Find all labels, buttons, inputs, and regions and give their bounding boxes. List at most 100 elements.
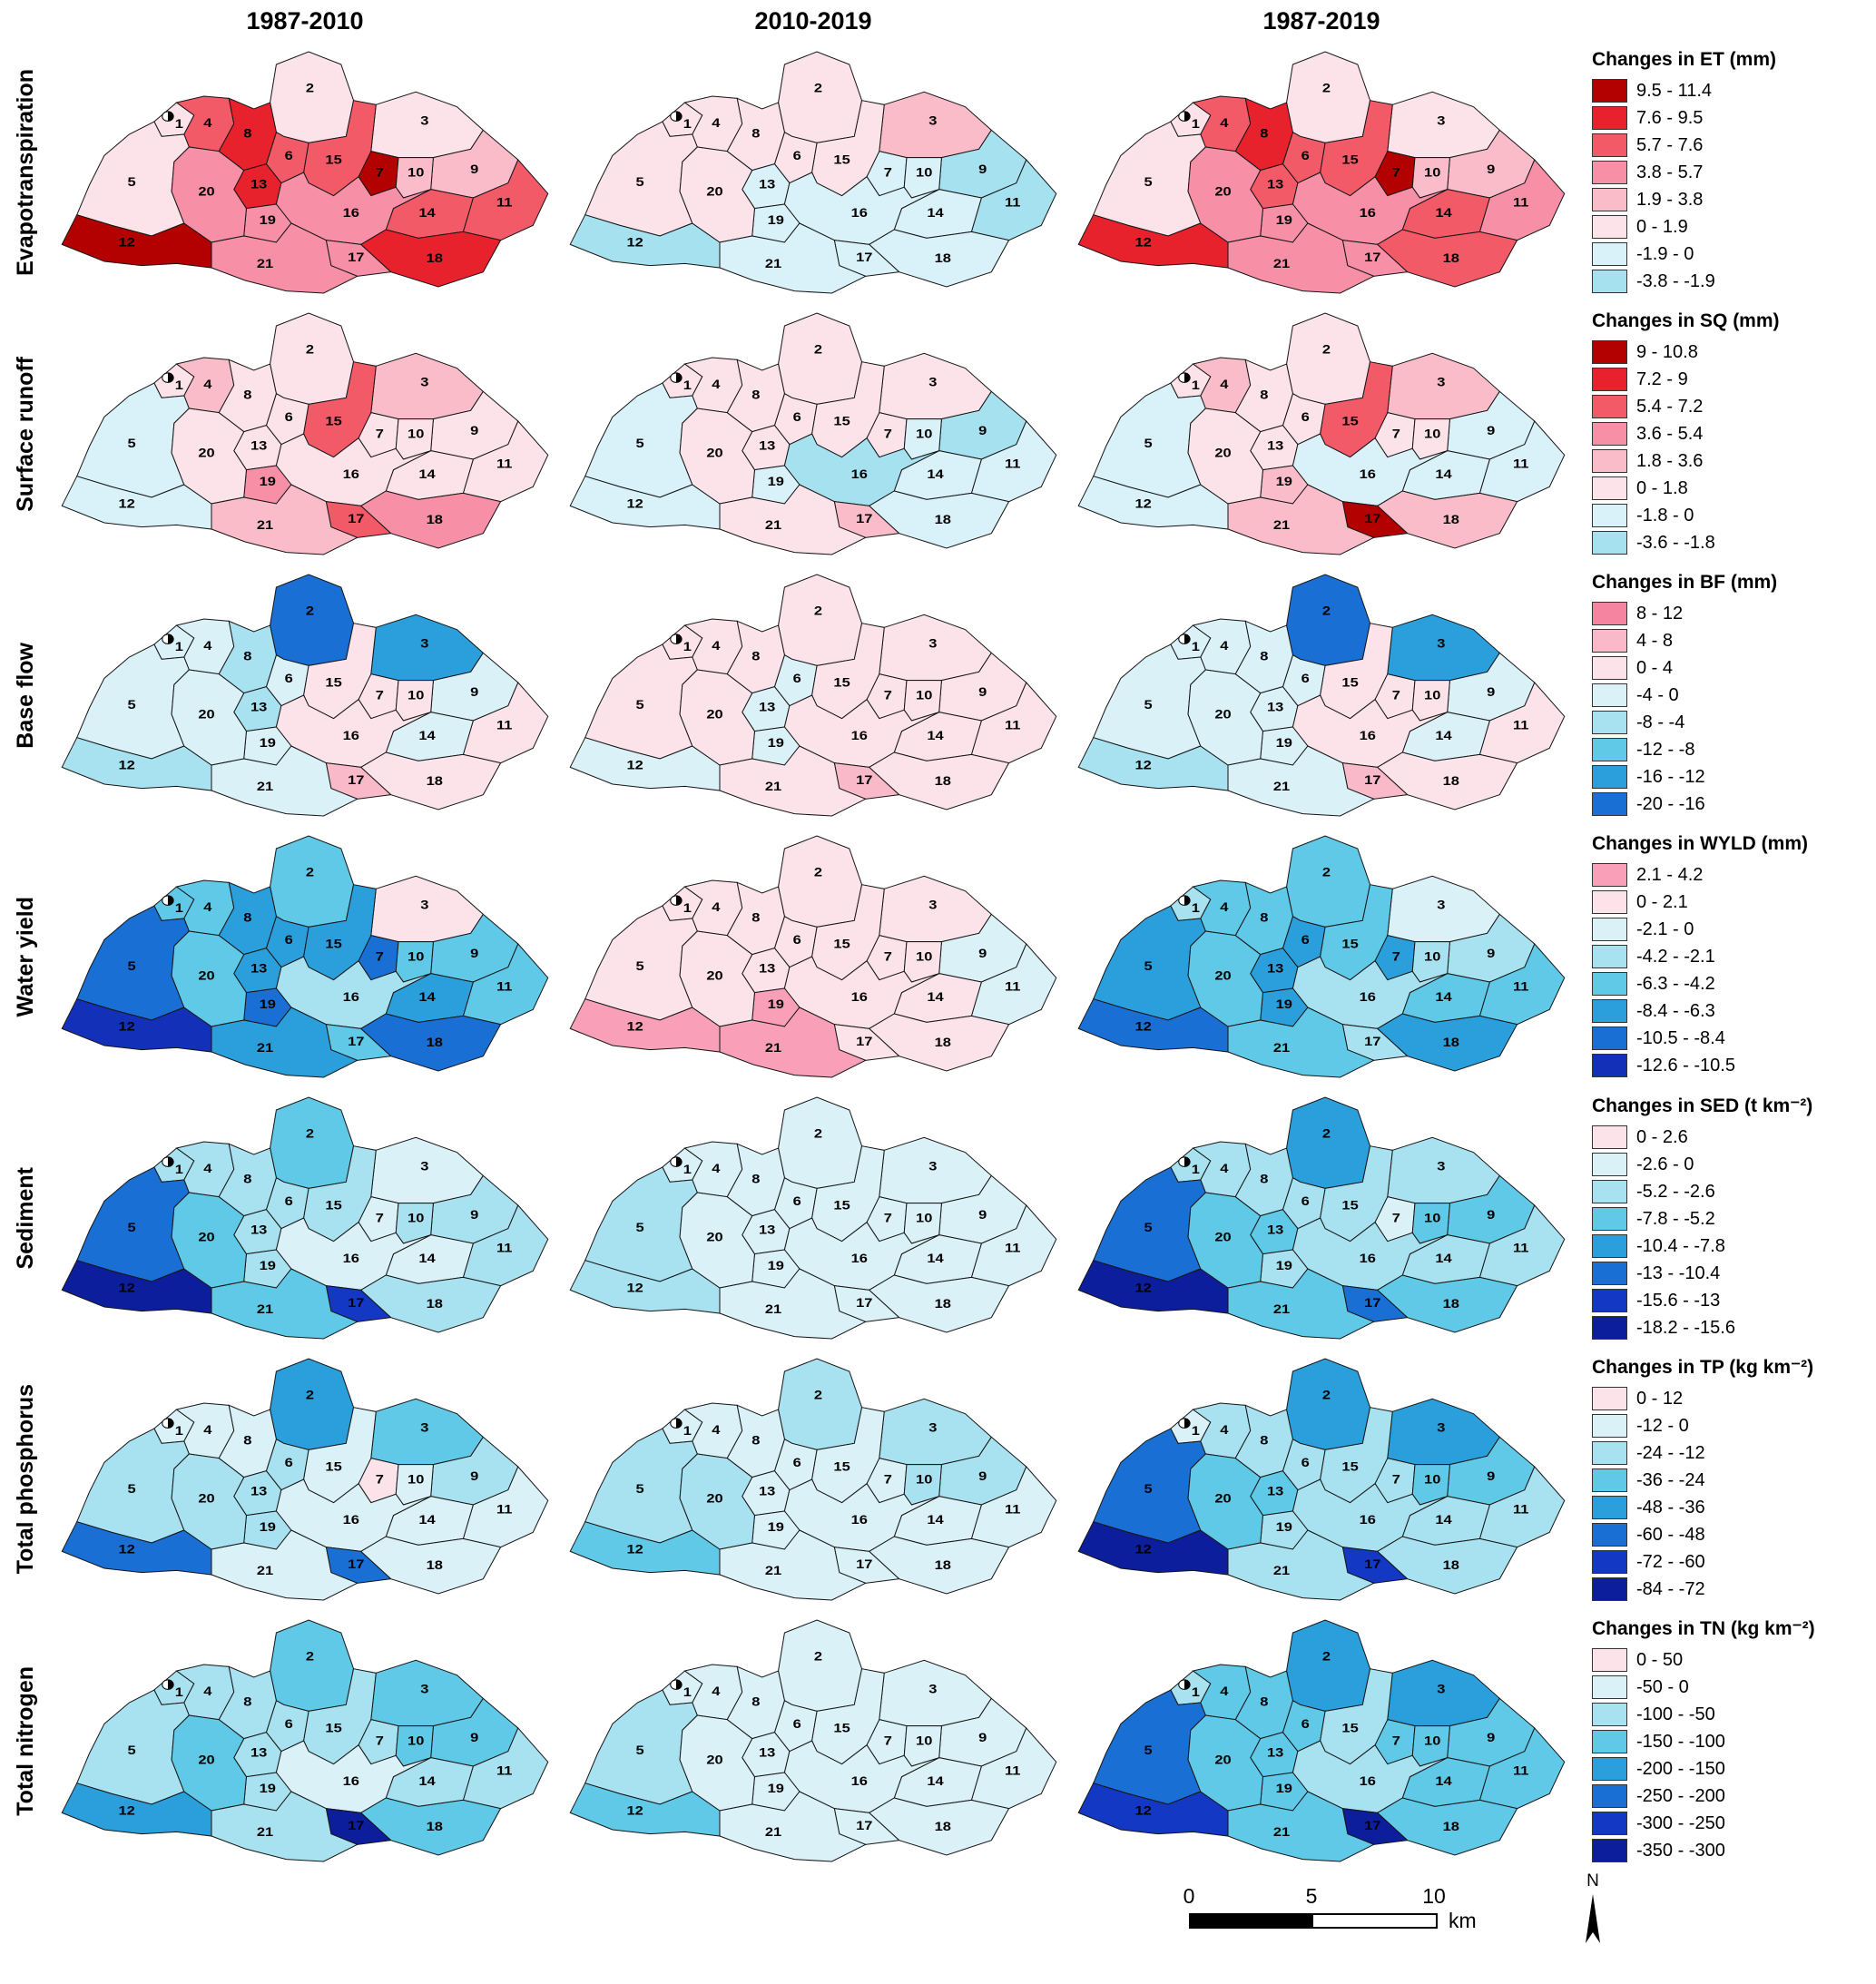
subbasin-16-label: 16: [851, 1513, 868, 1527]
subbasin-10-label: 10: [408, 950, 424, 965]
gauge-station-icon-fill: [675, 111, 683, 122]
subbasin-3-label: 3: [1437, 1683, 1445, 1697]
subbasin-3-label: 3: [1437, 637, 1445, 652]
subbasin-2-label: 2: [814, 604, 822, 618]
legend-class-label: -2.1 - 0: [1636, 918, 1694, 939]
legend-class: -150 - -100: [1592, 1730, 1876, 1753]
subbasin-19-label: 19: [768, 997, 784, 1012]
subbasin-2-label: 2: [814, 1388, 822, 1402]
subbasin-14-label: 14: [927, 206, 944, 221]
legend-swatch: [1592, 1675, 1627, 1699]
legend-class: -2.1 - 0: [1592, 918, 1876, 941]
legend-title: Changes in TP (kg km⁻²): [1592, 1357, 1814, 1378]
subbasin-12-label: 12: [1134, 236, 1151, 250]
gauge-station-icon-fill: [675, 1156, 683, 1167]
legend-class-label: 3.8 - 5.7: [1636, 162, 1704, 182]
subbasin-13-label: 13: [250, 178, 267, 192]
subbasin-18: [869, 752, 1009, 810]
subbasin-4-label: 4: [1220, 1162, 1229, 1176]
legend-class: -20 - -16: [1592, 792, 1876, 816]
subbasin-9-label: 9: [470, 685, 478, 700]
legend-class-label: -36 - -24: [1636, 1469, 1705, 1490]
subbasin-7-label: 7: [376, 1473, 384, 1488]
legend-swatch: [1592, 1316, 1627, 1340]
subbasin-12-label: 12: [626, 1282, 643, 1296]
subbasin-21-label: 21: [765, 257, 782, 271]
grid-corner-right: [1576, 0, 1876, 42]
subbasin-5-label: 5: [1144, 437, 1154, 451]
legend-class: -4.2 - -2.1: [1592, 945, 1876, 968]
legend-swatch: [1592, 215, 1627, 239]
legend-class: 0 - 2.6: [1592, 1125, 1876, 1149]
subbasin-13-label: 13: [1267, 178, 1283, 192]
scale-bar: 0 5 10 km: [1184, 1884, 1477, 1933]
subbasin-2: [1287, 1097, 1370, 1188]
map-total-nitrogen-2010-2019: 1 2 3 4 5 6 7 8 9 10 11 12 13 14 15 16 17 18 19 20 21: [559, 1610, 1067, 1871]
subbasin-11-label: 11: [496, 195, 513, 210]
row-label-base-flow: Base flow: [0, 565, 51, 826]
legend-class-label: -8 - -4: [1636, 712, 1685, 732]
legend-swatch: [1592, 1468, 1627, 1492]
subbasin-9-label: 9: [470, 947, 478, 961]
subbasin-13-label: 13: [759, 439, 775, 454]
subbasin-21-label: 21: [765, 1564, 782, 1578]
legend-class: 0 - 1.9: [1592, 215, 1876, 239]
legend-class-label: -3.6 - -1.8: [1636, 532, 1715, 553]
legend-swatch: [1592, 1153, 1627, 1176]
subbasin-14-label: 14: [927, 467, 944, 482]
legend-class-label: 5.4 - 7.2: [1636, 396, 1704, 417]
subbasin-18-label: 18: [935, 1558, 952, 1573]
legend-class-label: 0 - 4: [1636, 657, 1674, 678]
subbasin-18: [361, 1537, 501, 1594]
legend-swatch: [1592, 531, 1627, 555]
legend-class-label: -2.6 - 0: [1636, 1154, 1694, 1174]
subbasin-2: [270, 1359, 354, 1449]
subbasin-20-label: 20: [706, 1492, 722, 1507]
subbasin-15-label: 15: [833, 153, 850, 168]
subbasin-9-label: 9: [1487, 1469, 1495, 1484]
subbasin-12-label: 12: [626, 759, 643, 773]
subbasin-2-label: 2: [306, 1388, 314, 1402]
legend-class: -36 - -24: [1592, 1468, 1876, 1492]
subbasin-16-label: 16: [851, 1774, 868, 1789]
legend-class: -60 - -48: [1592, 1523, 1876, 1547]
subbasin-21-label: 21: [257, 1825, 274, 1840]
subbasin-15-label: 15: [833, 1460, 850, 1475]
subbasin-3-label: 3: [928, 637, 937, 652]
subbasin-2-label: 2: [306, 1649, 314, 1664]
subbasin-11-label: 11: [1513, 979, 1529, 994]
subbasin-18: [1378, 491, 1517, 548]
map-total-phosphorus-1987-2019: 1 2 3 4 5 6 7 8 9 10 11 12 13 14 15 16 17 18 19 20 21: [1067, 1349, 1576, 1610]
legend-swatch: [1592, 738, 1627, 761]
subbasin-3-label: 3: [420, 1160, 428, 1174]
grid-corner: [0, 0, 51, 42]
subbasin-14-label: 14: [418, 729, 436, 743]
subbasin-16-label: 16: [343, 467, 359, 482]
subbasin-21-label: 21: [1273, 1564, 1291, 1578]
legend-class: 9.5 - 11.4: [1592, 79, 1876, 103]
subbasin-13-label: 13: [250, 1485, 267, 1499]
legend-swatch: [1592, 1839, 1627, 1862]
subbasin-3-label: 3: [928, 376, 937, 390]
legend-changes-in-et-mm: Changes in ET (mm) 9.5 - 11.4 7.6 - 9.5 5.7…: [1576, 42, 1876, 303]
subbasin-1-label: 1: [175, 901, 184, 916]
legend-class-label: -7.8 - -5.2: [1636, 1208, 1715, 1229]
legend-swatch: [1592, 1289, 1627, 1312]
gauge-station-icon-fill: [675, 1418, 683, 1429]
gauge-station-icon-fill: [675, 1679, 683, 1690]
subbasin-4-label: 4: [712, 639, 721, 653]
legend-swatch: [1592, 242, 1627, 266]
legend-swatch: [1592, 999, 1627, 1023]
subbasin-5-label: 5: [128, 175, 137, 190]
legend-class: -350 - -300: [1592, 1839, 1876, 1862]
legend-class: -300 - -250: [1592, 1812, 1876, 1835]
subbasin-18: [869, 1014, 1009, 1071]
subbasin-8-label: 8: [243, 1173, 252, 1187]
legend-swatch: [1592, 683, 1627, 707]
subbasin-16-label: 16: [851, 1252, 868, 1266]
